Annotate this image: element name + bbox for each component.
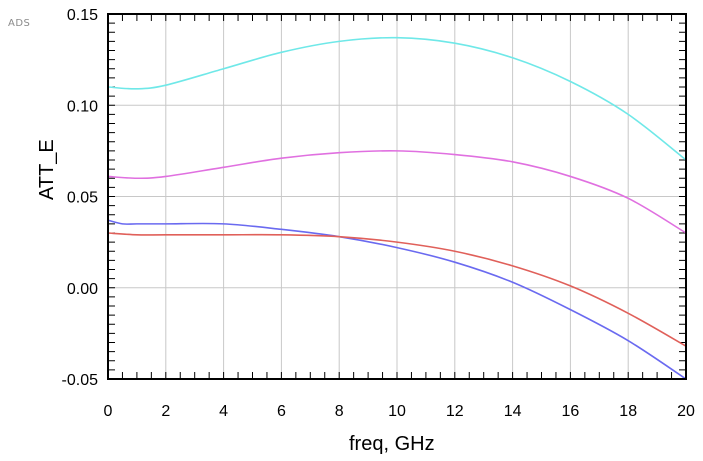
series-line-red <box>107 232 687 347</box>
series-line-cyan <box>107 36 687 161</box>
y-tick-label: 0.05 <box>67 190 98 207</box>
y-tick-label: 0.00 <box>67 281 98 298</box>
y-axis-label: ATT_E <box>36 139 58 200</box>
series-lines <box>107 36 687 380</box>
y-tick-label: -0.05 <box>62 372 99 389</box>
plot-frame <box>107 13 687 380</box>
x-tick-label: 0 <box>104 403 113 420</box>
x-tick-label: 16 <box>562 403 580 420</box>
grid-lines <box>108 14 686 379</box>
x-tick-label: 6 <box>277 403 286 420</box>
series-line-magenta <box>107 150 687 234</box>
x-tick-label: 12 <box>446 403 464 420</box>
x-axis-label: freq, GHz <box>349 433 435 455</box>
x-tick-label: 10 <box>388 403 406 420</box>
x-tick-label: 20 <box>677 403 695 420</box>
x-tick-label: 18 <box>619 403 637 420</box>
x-tick-label: 8 <box>335 403 344 420</box>
x-tick-label: 2 <box>161 403 170 420</box>
y-tick-label: 0.15 <box>67 7 98 24</box>
x-tick-label: 14 <box>504 403 522 420</box>
y-tick-labels: 0.15 0.10 0.05 0.00 -0.05 <box>62 7 99 389</box>
x-tick-label: 4 <box>219 403 228 420</box>
y-tick-label: 0.10 <box>67 98 98 115</box>
x-tick-labels: 0 2 4 6 8 10 12 14 16 18 20 <box>104 403 695 420</box>
ads-logo: ADS <box>8 18 31 29</box>
